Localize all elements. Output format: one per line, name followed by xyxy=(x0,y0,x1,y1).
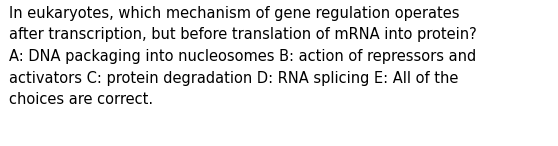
Text: In eukaryotes, which mechanism of gene regulation operates
after transcription, : In eukaryotes, which mechanism of gene r… xyxy=(9,6,477,107)
